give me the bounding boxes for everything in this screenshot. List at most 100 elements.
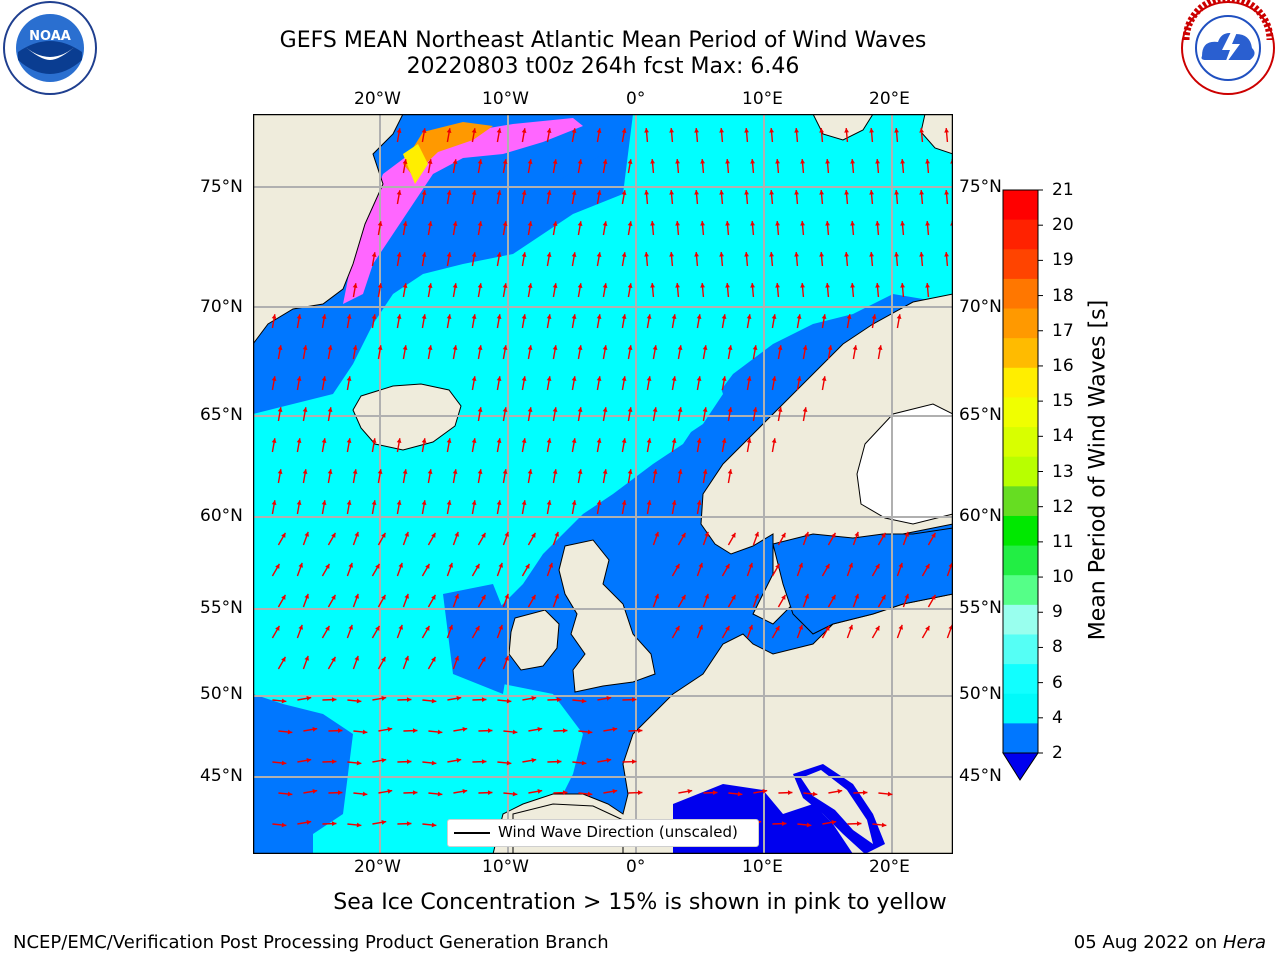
wind-arrow-head (346, 314, 352, 319)
wind-arrow-head (762, 788, 768, 794)
wind-arrow-head (731, 594, 736, 600)
wind-arrow-head (506, 698, 512, 704)
wind-arrow-head (775, 563, 780, 569)
wind-arrow-head (452, 159, 458, 164)
wind-arrow-head (825, 625, 830, 631)
wind-arrow-head (571, 376, 577, 381)
wind-arrow-head (552, 407, 558, 412)
wind-arrow-head (571, 500, 577, 505)
wind-arrow-head (704, 531, 709, 537)
gulf-of-bothnia (856, 403, 953, 525)
land-italy (801, 770, 873, 844)
wind-arrow-head (477, 221, 483, 226)
wind-arrow-head (398, 562, 403, 568)
wind-arrow-head (875, 221, 880, 226)
wind-arrow-head (825, 283, 830, 288)
lon-tick-top-20w: 20°W (354, 89, 401, 109)
wind-arrow-head (381, 695, 387, 701)
colorbar-tick-label: 9 (1052, 602, 1063, 623)
wind-arrow-head (396, 438, 402, 443)
wind-arrow-head (562, 790, 568, 796)
wind-arrow-head (925, 563, 930, 569)
wind-arrow-head (702, 407, 708, 412)
wind-arrow-head (769, 190, 774, 195)
wind-arrow-head (677, 407, 683, 412)
wind-arrow-head (652, 469, 658, 474)
wind-arrow-head (602, 345, 608, 350)
wind-arrow-head (425, 625, 430, 631)
wind-arrow-head (502, 221, 508, 226)
wind-arrow-head (275, 625, 280, 631)
wind-arrow-head (421, 500, 427, 505)
wind-arrow-head (296, 500, 302, 505)
wind-arrow-head (675, 563, 680, 569)
wind-arrow-head (650, 159, 655, 164)
colorbar-segment (1003, 278, 1038, 310)
wind-arrow-head (596, 438, 602, 443)
wind-arrow-head (621, 314, 627, 319)
wind-arrow-head (406, 821, 412, 827)
wind-arrow-head (527, 469, 533, 474)
wind-arrow-head (621, 500, 627, 505)
wind-arrow-head (904, 593, 909, 599)
wind-arrow-head (752, 345, 758, 350)
wind-arrow-head (900, 283, 905, 288)
lat-tick-left-50n: 50°N (200, 684, 243, 704)
wind-arrow-head (381, 656, 386, 662)
wind-arrow-head (696, 438, 702, 443)
wind-arrow-head (306, 819, 312, 825)
wind-arrow-head (925, 625, 930, 631)
wind-arrow-head (454, 531, 459, 537)
noaa-logo-text: NOAA (29, 29, 71, 44)
wind-arrow-head (554, 593, 559, 599)
wind-arrow-head (794, 128, 799, 133)
wind-arrow-head (646, 376, 652, 381)
wind-arrow-head (362, 791, 368, 797)
wind-arrow-head (777, 345, 783, 350)
wind-arrow-head (281, 760, 287, 766)
wind-arrow-head (646, 314, 652, 319)
colorbar-tick-label: 4 (1052, 707, 1063, 728)
wind-arrow-head (775, 625, 780, 631)
wind-arrow-head (421, 314, 427, 319)
wind-arrow-head (796, 314, 802, 319)
colorbar-tick-label: 16 (1052, 355, 1074, 376)
wind-arrow-head (381, 532, 386, 538)
colorbar (1002, 189, 1043, 781)
lat-tick-right-50n: 50°N (959, 684, 1002, 704)
wind-arrow-head (627, 469, 633, 474)
wind-arrow-head (775, 283, 780, 288)
wind-arrow-head (402, 221, 408, 226)
wind-arrow-head (527, 407, 533, 412)
wind-arrow-head (331, 821, 337, 827)
wind-arrow-head (875, 159, 880, 164)
wind-arrow-head (727, 345, 733, 350)
wind-arrow-head (396, 252, 402, 257)
wind-arrow-head (894, 252, 899, 257)
wind-arrow-head (477, 407, 483, 412)
wind-arrow-head (398, 624, 403, 630)
wind-arrow-head (296, 438, 302, 443)
wind-arrow-head (571, 314, 577, 319)
wind-arrow-head (869, 252, 874, 257)
wind-arrow-head (781, 594, 786, 600)
wind-arrow-head (377, 283, 383, 288)
wind-arrow-head (387, 788, 393, 794)
wind-arrow-head (502, 283, 508, 288)
wind-arrow-head (831, 819, 837, 825)
wind-arrow-head (852, 345, 858, 350)
wind-arrow-head (944, 128, 949, 133)
wind-arrow-head (471, 190, 477, 195)
wind-arrow-head (521, 190, 527, 195)
wind-arrow-head (477, 283, 483, 288)
colorbar-segment (1003, 604, 1038, 635)
colorbar-tick-label: 15 (1052, 391, 1074, 412)
wind-arrow-head (552, 283, 558, 288)
wind-arrows (271, 127, 953, 828)
wind-arrow-head (456, 757, 462, 763)
wind-arrow-head (596, 190, 602, 195)
wind-arrow-head (602, 407, 608, 412)
wind-arrow-head (321, 376, 327, 381)
wind-arrow-head (346, 438, 352, 443)
wind-arrow-head (821, 376, 827, 381)
